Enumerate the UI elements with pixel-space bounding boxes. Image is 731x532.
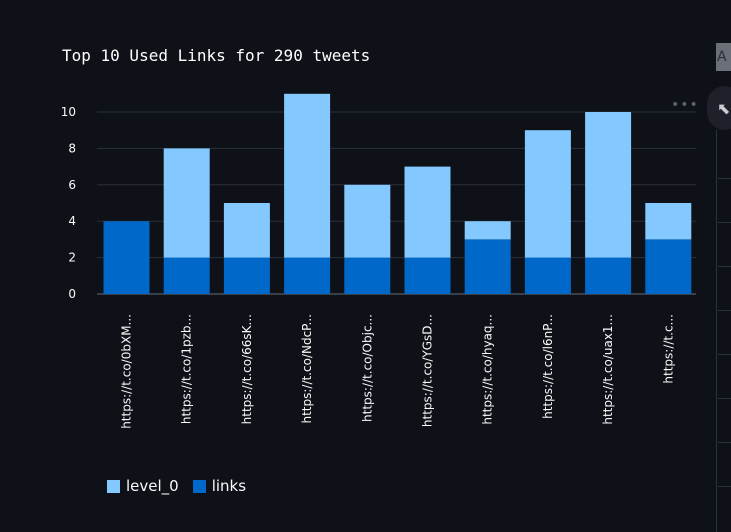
x-tick-label: https://t.co/1pzb... <box>180 314 194 424</box>
corner-box: A <box>716 43 731 71</box>
more-options-icon[interactable]: ••• <box>671 97 699 113</box>
y-tick-label: 0 <box>68 287 76 301</box>
bar-segment-level_0[interactable] <box>404 166 451 258</box>
legend-label-level0: level_0 <box>126 477 179 495</box>
bar-segment-level_0[interactable] <box>464 221 511 240</box>
legend-swatch-links <box>192 479 206 493</box>
bar-segment-level_0[interactable] <box>585 112 632 258</box>
panel-divider <box>718 442 731 443</box>
chart-title: Top 10 Used Links for 290 tweets <box>62 46 371 65</box>
y-tick-label: 10 <box>61 105 76 119</box>
panel-divider <box>718 398 731 399</box>
bar-segment-level_0[interactable] <box>163 148 210 258</box>
y-tick-label: 8 <box>68 141 76 155</box>
legend-item-level0[interactable]: level_0 <box>107 477 179 495</box>
bar-segment-links[interactable] <box>103 221 150 294</box>
panel-divider <box>718 222 731 223</box>
bar-segment-links[interactable] <box>344 257 391 294</box>
bar-segment-level_0[interactable] <box>284 93 331 258</box>
bar-segment-level_0[interactable] <box>344 184 391 258</box>
bar-segment-links[interactable] <box>464 239 511 294</box>
x-tick-label: https://t.co/0bXM... <box>120 314 134 429</box>
right-panel <box>716 130 731 532</box>
panel-divider <box>718 310 731 311</box>
expand-icon[interactable]: ⬉ <box>707 86 731 130</box>
y-tick-label: 6 <box>68 178 76 192</box>
bar-segment-links[interactable] <box>163 257 210 294</box>
x-tick-label: https://t.co/66sK... <box>240 314 254 424</box>
panel-divider <box>718 354 731 355</box>
bar-segment-links[interactable] <box>404 257 451 294</box>
x-tick-label: https://t.co/YGsD... <box>421 314 435 427</box>
x-tick-label: https://t.co/Objc... <box>360 314 374 422</box>
bar-segment-links[interactable] <box>645 239 692 294</box>
legend-item-links[interactable]: links <box>192 477 247 495</box>
y-tick-label: 2 <box>68 251 76 265</box>
bar-segment-level_0[interactable] <box>645 203 692 240</box>
bar-segment-links[interactable] <box>524 257 571 294</box>
bar-segment-level_0[interactable] <box>524 130 571 258</box>
legend-label-links: links <box>211 477 247 495</box>
y-tick-label: 4 <box>68 214 76 228</box>
x-axis-ticks: https://t.co/0bXM... https://t.co/1pzb...… <box>120 314 676 429</box>
bar-segment-level_0[interactable] <box>223 203 270 258</box>
x-tick-label: https://t.co/NdcP... <box>300 314 314 424</box>
bar-segment-links[interactable] <box>223 257 270 294</box>
panel-divider <box>718 266 731 267</box>
bar-segment-links[interactable] <box>585 257 632 294</box>
x-tick-label: https://t.co/hyaq... <box>481 314 495 425</box>
bar-segment-links[interactable] <box>284 257 331 294</box>
legend-swatch-level0 <box>107 479 120 493</box>
y-axis-ticks: 0 2 4 6 8 10 <box>61 105 76 301</box>
bars <box>103 93 692 294</box>
panel-divider <box>718 178 731 179</box>
x-tick-label: https://t.co/uax1... <box>601 314 615 425</box>
panel-divider <box>718 486 731 487</box>
legend: level_0 links <box>107 477 246 495</box>
x-tick-label: https://t.co/l6nP... <box>541 314 555 419</box>
x-tick-label: https://t.c... <box>661 314 675 384</box>
